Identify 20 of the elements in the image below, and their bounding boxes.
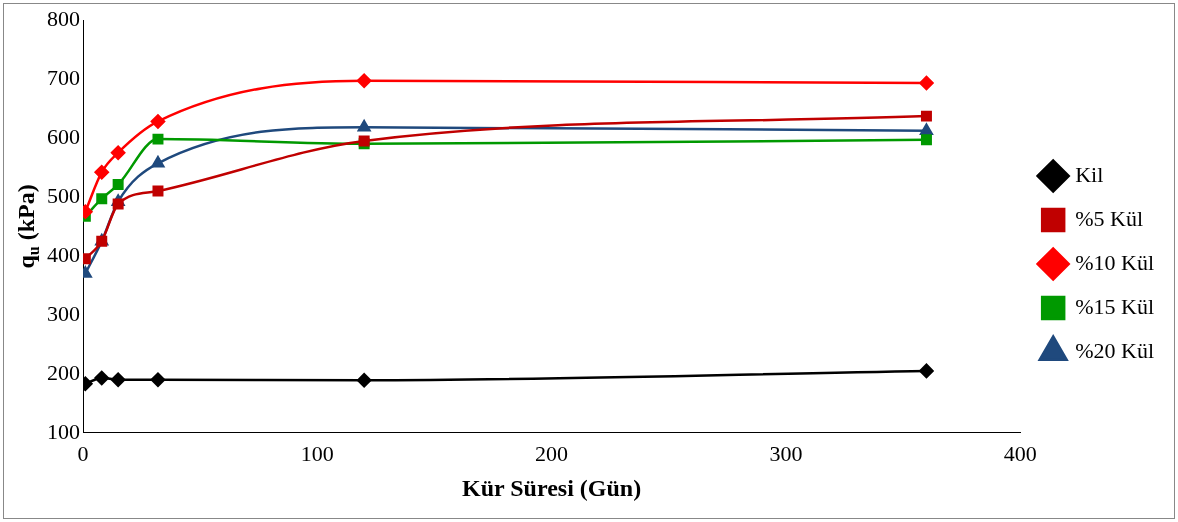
- y-tick-label: 200: [47, 359, 80, 385]
- x-axis-title: Kür Süresi (Gün): [462, 474, 642, 501]
- y-tick-label: 800: [47, 5, 80, 31]
- x-tick-label: 100: [300, 440, 334, 466]
- x-tick-label: 400: [1003, 440, 1037, 466]
- y-tick-label: 300: [47, 300, 80, 326]
- y-tick-label: 500: [47, 182, 80, 208]
- legend-label: %10 Kül: [1075, 249, 1154, 275]
- x-tick-label: 0: [77, 440, 89, 466]
- legend-label: %15 Kül: [1075, 293, 1154, 319]
- y-tick-label: 400: [47, 241, 80, 267]
- y-tick-label: 100: [47, 418, 80, 444]
- y-tick-label: 700: [47, 64, 80, 90]
- y-tick-label: 600: [47, 123, 80, 149]
- x-tick-label: 200: [535, 440, 569, 466]
- y-axis-title: qu (kPa): [13, 184, 43, 269]
- legend-label: %20 Kül: [1075, 337, 1154, 363]
- x-tick-label: 300: [769, 440, 803, 466]
- legend-label: Kil: [1075, 161, 1104, 187]
- legend-label: %5 Kül: [1075, 205, 1143, 231]
